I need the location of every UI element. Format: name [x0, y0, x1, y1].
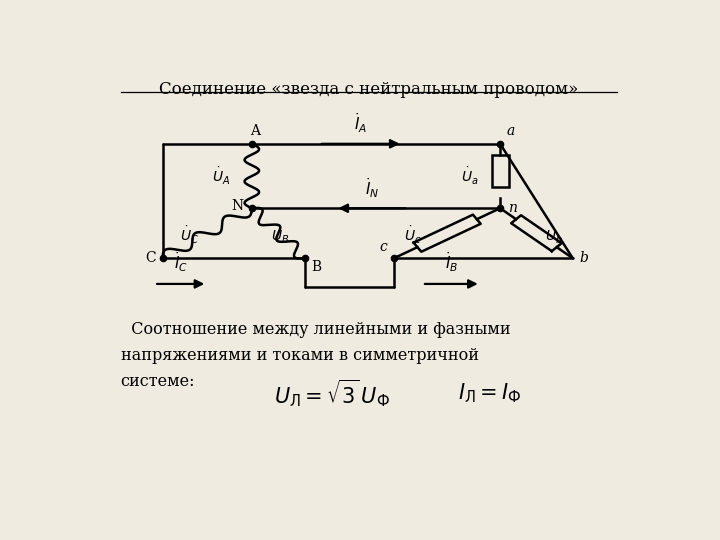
Text: $\dot{I}_B$: $\dot{I}_B$ — [445, 251, 458, 274]
Text: Соединение «звезда с нейтральным проводом»: Соединение «звезда с нейтральным проводо… — [159, 80, 579, 98]
Text: $\dot{I}_C$: $\dot{I}_C$ — [174, 251, 188, 274]
Text: $U_{\rm Л} = \sqrt{3}\,U_{\rm Ф}$: $U_{\rm Л} = \sqrt{3}\,U_{\rm Ф}$ — [274, 377, 390, 409]
Text: N: N — [231, 199, 243, 213]
Text: a: a — [507, 124, 515, 138]
Text: n: n — [508, 201, 518, 215]
Text: $\dot{I}_A$: $\dot{I}_A$ — [354, 111, 367, 134]
Text: $\dot{U}_b$: $\dot{U}_b$ — [544, 225, 562, 246]
Text: C: C — [145, 251, 156, 265]
Text: системе:: системе: — [121, 373, 195, 390]
Text: $\dot{U}_c$: $\dot{U}_c$ — [404, 225, 422, 246]
Text: $\dot{U}_a$: $\dot{U}_a$ — [462, 165, 479, 187]
Text: b: b — [580, 251, 588, 265]
Text: $\dot{U}_A$: $\dot{U}_A$ — [212, 165, 230, 187]
Bar — [492, 154, 508, 187]
Text: A: A — [250, 124, 260, 138]
Text: c: c — [379, 240, 387, 254]
Text: $I_{\rm Л} = I_{\rm Ф}$: $I_{\rm Л} = I_{\rm Ф}$ — [459, 381, 521, 405]
Text: B: B — [312, 260, 322, 274]
Text: Соотношение между линейными и фазными: Соотношение между линейными и фазными — [121, 321, 510, 338]
Text: напряжениями и токами в симметричной: напряжениями и токами в симметричной — [121, 347, 479, 364]
Text: $\dot{U}_C$: $\dot{U}_C$ — [181, 225, 199, 246]
Text: $\dot{I}_N$: $\dot{I}_N$ — [364, 176, 379, 200]
Text: $\dot{U}_B$: $\dot{U}_B$ — [271, 225, 289, 246]
